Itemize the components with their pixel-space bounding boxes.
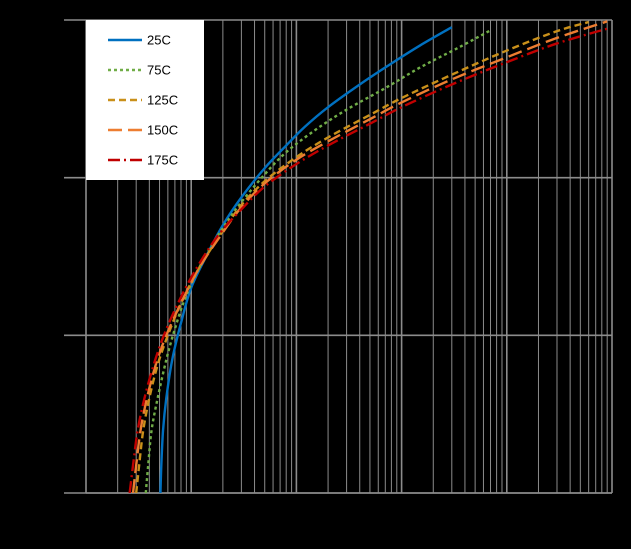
legend-label-75C: 75C xyxy=(147,63,171,78)
series-line-125C xyxy=(134,20,589,493)
legend-label-150C: 150C xyxy=(147,123,178,138)
legend-label-125C: 125C xyxy=(147,93,178,108)
legend-box xyxy=(86,20,204,180)
legend: 25C 75C 125C 150C 175C xyxy=(86,20,204,180)
legend-label-175C: 175C xyxy=(147,153,178,168)
series-line-75C xyxy=(144,29,492,493)
series-line-175C xyxy=(128,26,610,493)
legend-label-25C: 25C xyxy=(147,33,171,48)
series-line-150C xyxy=(131,20,608,493)
series-group xyxy=(128,20,610,493)
series-line-25C xyxy=(159,26,453,493)
